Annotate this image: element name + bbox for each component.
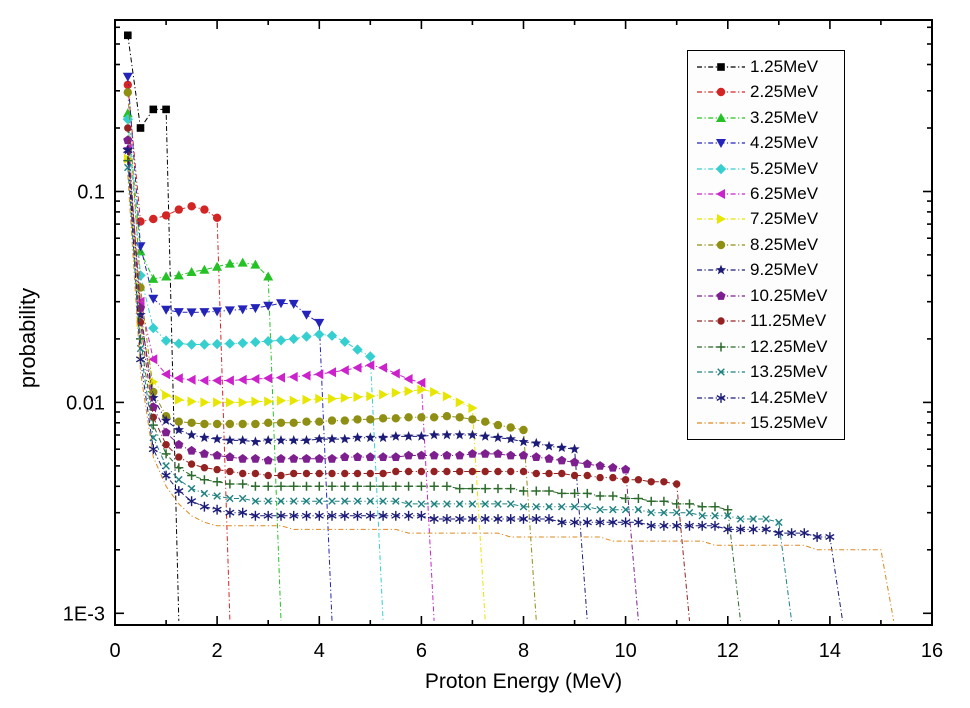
legend-label: 5.25MeV [750,158,819,178]
legend-marker-triangle-down-icon [697,139,745,149]
series-10.25MeV [123,135,639,621]
legend-marker-plus-icon [697,342,745,352]
legend-marker-diamond-icon [697,163,745,174]
series-2.25MeV [123,80,231,621]
legend-label: 9.25MeV [750,260,819,280]
legend-label: 15.25MeV [750,413,828,433]
series-11.25MeV [124,124,690,621]
axis-ticks [114,20,933,625]
legend-label: 6.25MeV [750,183,819,203]
legend-marker-circle-icon [697,240,745,250]
legend-label: 7.25MeV [750,209,819,229]
svg-text:12: 12 [717,640,739,662]
legend-marker-triangle-left-icon [697,188,745,199]
legend-label: 1.25MeV [750,56,819,76]
legend-label: 14.25MeV [750,387,828,407]
legend-item-3: 4.25MeV [695,131,844,155]
legend-item-9: 10.25MeV [695,284,844,308]
legend-item-0: 1.25MeV [695,55,844,79]
series-15.25MeV [127,174,895,621]
series-4.25MeV [122,72,333,621]
legend-item-5: 6.25MeV [695,182,844,206]
legend-label: 3.25MeV [750,107,819,127]
svg-text:14: 14 [819,640,841,662]
series-13.25MeV [124,163,793,621]
svg-text:1E-3: 1E-3 [63,603,105,625]
svg-text:16: 16 [921,640,943,662]
legend-item-2: 3.25MeV [695,106,844,130]
svg-text:8: 8 [518,640,529,662]
series-12.25MeV [123,156,741,621]
svg-text:10: 10 [614,640,636,662]
legend-marker-triangle-right-icon [697,214,745,225]
legend-item-8: 9.25MeV [695,258,844,282]
legend-label: 13.25MeV [750,362,828,382]
legend-label: 8.25MeV [750,234,819,254]
legend-item-14: 15.25MeV [695,411,844,435]
series-9.25MeV [122,144,588,621]
series-6.25MeV [122,143,435,621]
legend-marker-dash-icon [697,422,745,424]
legend-marker-star-icon [697,264,745,275]
svg-text:0: 0 [109,640,120,662]
axis-tick-labels: 0 2 4 6 8 10 12 14 16 0.1 0.01 1E-3 [63,182,943,663]
legend-label: 11.25MeV [750,311,827,331]
legend-marker-circle-icon [697,87,745,97]
legend-label: 4.25MeV [750,133,819,153]
svg-text:6: 6 [416,640,427,662]
legend-item-1: 2.25MeV [695,80,844,104]
legend-marker-triangle-up-icon [697,112,745,122]
legend-item-11: 12.25MeV [695,335,844,359]
series-8.25MeV [123,88,537,621]
series-7.25MeV [123,153,486,621]
legend-marker-circle-icon [697,317,745,325]
series-5.25MeV [122,114,384,621]
legend-item-12: 13.25MeV [695,360,844,384]
legend-item-13: 14.25MeV [695,386,844,410]
series-3.25MeV [122,108,282,621]
svg-text:0.1: 0.1 [77,182,105,204]
legend-label: 2.25MeV [750,82,819,102]
series-14.25MeV [123,145,844,621]
y-axis-title: probability [15,287,40,389]
legend-item-10: 11.25MeV [695,309,844,333]
legend-item-7: 8.25MeV [695,233,844,257]
legend-marker-asterisk-icon [697,392,745,403]
legend-label: 10.25MeV [750,285,828,305]
legend-box: 1.25MeV 2.25MeV 3.25MeV 4.25MeV 5.25MeV … [687,50,845,440]
legend-item-6: 7.25MeV [695,207,844,231]
legend-marker-x-icon [697,368,745,376]
svg-text:4: 4 [314,640,325,662]
svg-text:0.01: 0.01 [66,392,105,414]
legend-marker-pentagon-icon [697,290,745,300]
svg-text:2: 2 [212,640,223,662]
legend-label: 12.25MeV [750,336,828,356]
x-axis-title: Proton Energy (MeV) [424,670,623,693]
legend-item-4: 5.25MeV [695,157,844,181]
legend-marker-square-icon [697,62,745,71]
